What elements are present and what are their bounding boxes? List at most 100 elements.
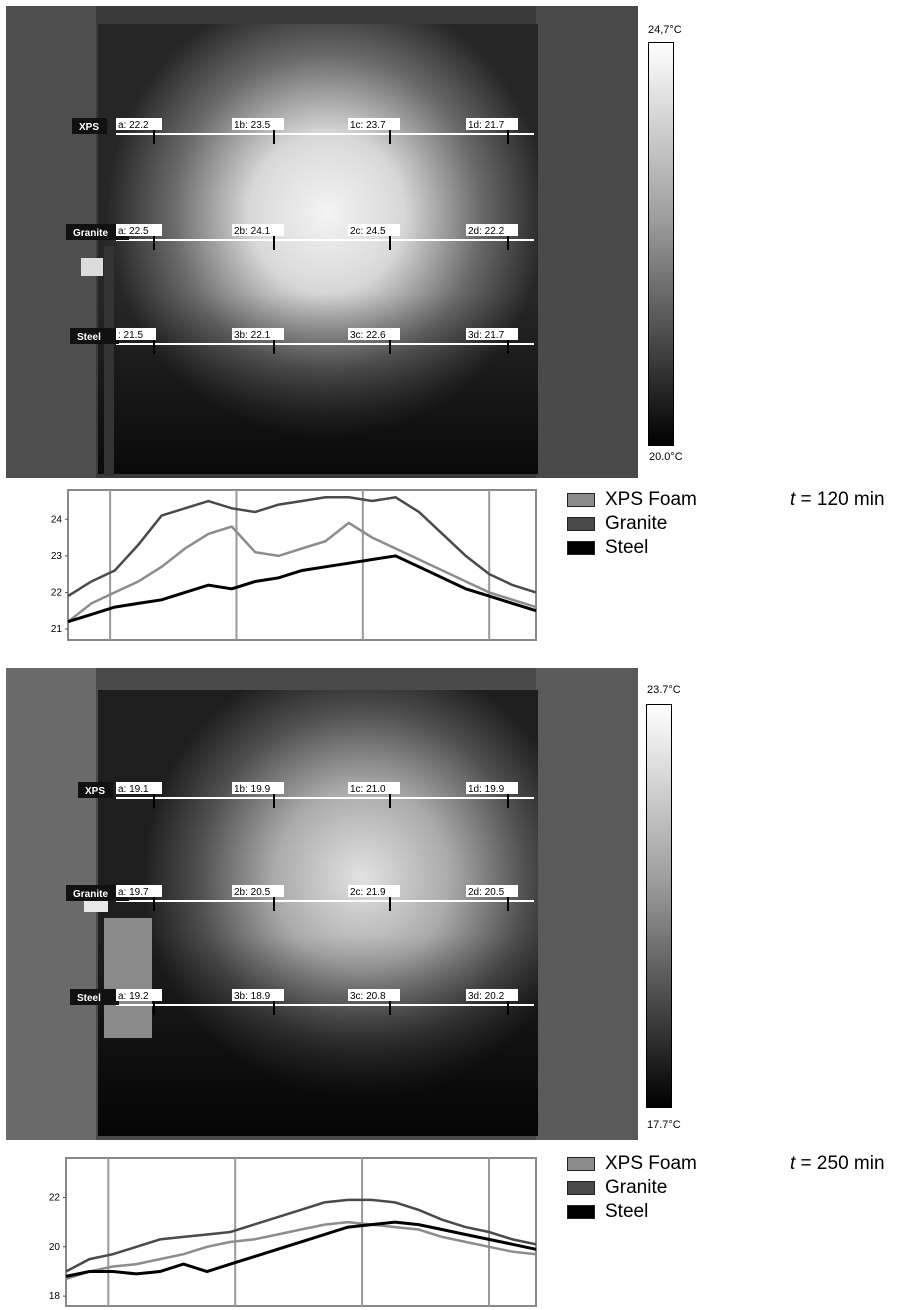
point-readout-box [232, 118, 284, 130]
point-readout: 2d: 22.2 [468, 226, 505, 237]
legend-xps-foam: XPS Foam [567, 1153, 697, 1175]
legend-label: Steel [605, 537, 649, 558]
point-readout-box [116, 224, 162, 236]
point-readout: 1c: 21.0 [350, 784, 386, 795]
color-scale-bar-t120 [648, 42, 674, 446]
point-readout: 3c: 22.6 [350, 330, 386, 341]
point-readout: a: 19.2 [118, 991, 149, 1002]
legend-steel: Steel [567, 1201, 648, 1223]
point-readout-box [348, 118, 400, 130]
thermal-image-t120: XPS a: 22.2 1b: 23.5 1c: 23.7 1d: 21.7 Granit… [6, 6, 638, 478]
legend-label: XPS Foam [605, 1153, 697, 1174]
point-readout-box [116, 118, 162, 130]
time-var: t [790, 1153, 796, 1174]
row-label-steel: Steel [77, 993, 101, 1004]
point-readout-box [232, 224, 284, 236]
point-readout: 3d: 20.2 [468, 991, 505, 1002]
color-scale-bar-t250 [646, 704, 672, 1108]
legend-granite: Granite [567, 1177, 667, 1199]
point-readout-box [348, 885, 400, 897]
point-readout: 1b: 23.5 [234, 120, 271, 131]
series-xps-foam [67, 521, 537, 623]
row-label-box [78, 782, 113, 798]
legend-swatch-steel [567, 541, 595, 555]
profile-chart-t250: 18 20 22 [49, 1157, 537, 1307]
point-readout-box [116, 885, 162, 897]
point-readout: 1b: 19.9 [234, 784, 271, 795]
point-readout: a: 19.1 [118, 784, 149, 795]
legend-label: Granite [605, 1177, 668, 1198]
point-readout: 2b: 24.1 [234, 226, 271, 237]
row-label-box [66, 224, 129, 240]
point-readout-box [232, 328, 284, 340]
point-readout: a: 19.7 [118, 887, 149, 898]
thermal-image-t250: XPS a: 19.1 1b: 19.9 1c: 21.0 1d: 19.9 Granit… [6, 668, 638, 1140]
row-label-steel: Steel [77, 332, 101, 343]
y-tick-label: 21 [51, 624, 63, 635]
point-readout: 2b: 20.5 [234, 887, 271, 898]
scale-max-label: 23.7°C [647, 684, 681, 696]
point-readout: 2d: 20.5 [468, 887, 505, 898]
point-readout-box [466, 782, 518, 794]
point-readout: 1d: 19.9 [468, 784, 505, 795]
series-granite [67, 495, 537, 598]
plot-frame [65, 1157, 537, 1307]
scale-min-label: 17.7°C [647, 1119, 681, 1131]
point-readout-box [466, 118, 518, 130]
point-readout: 3d: 21.7 [468, 330, 505, 341]
legend-label: Granite [605, 513, 668, 534]
point-readout-box [466, 885, 518, 897]
y-tick-label: 22 [51, 587, 63, 598]
point-readout-box [232, 989, 284, 1001]
legend-label: Steel [605, 1201, 649, 1222]
point-readout: a: 22.2 [118, 120, 149, 131]
y-tick-label: 22 [49, 1192, 61, 1203]
y-tick-label: 24 [51, 514, 63, 525]
point-readout-box [348, 328, 400, 340]
row-label-xps: XPS [79, 122, 99, 133]
series-granite [65, 1198, 537, 1273]
series-steel [65, 1220, 537, 1278]
row-label-xps: XPS [85, 786, 105, 797]
y-tick-label: 23 [51, 551, 63, 562]
point-readout: a: 22.5 [118, 226, 149, 237]
point-readout: 2c: 24.5 [350, 226, 386, 237]
point-readout-box [348, 782, 400, 794]
legend-xps-foam: XPS Foam [567, 489, 697, 511]
time-var: t [790, 489, 796, 510]
row-label-box [70, 989, 119, 1005]
time-label-t250: t = 250 min [790, 1153, 885, 1175]
point-readout-box [116, 989, 162, 1001]
time-value: = 250 min [795, 1153, 885, 1174]
point-readout: 2c: 21.9 [350, 887, 386, 898]
legend-label: XPS Foam [605, 489, 697, 510]
point-readout: 1d: 21.7 [468, 120, 505, 131]
series-steel [67, 554, 537, 624]
row-label-box [66, 885, 129, 901]
profile-chart-t120: 21 22 23 24 [51, 489, 537, 641]
row-label-granite: Granite [73, 228, 108, 239]
point-readout: 1c: 23.7 [350, 120, 386, 131]
point-readout-box [116, 328, 156, 340]
legend-swatch-steel [567, 1205, 595, 1219]
legend-swatch-xps [567, 493, 595, 507]
legend-swatch-xps [567, 1157, 595, 1171]
point-readout: 3c: 20.8 [350, 991, 386, 1002]
y-tick-label: 20 [49, 1242, 61, 1253]
point-readout-box [232, 782, 284, 794]
scale-min-label: 20.0°C [649, 451, 683, 463]
point-readout-box [466, 224, 518, 236]
legend-granite: Granite [567, 513, 667, 535]
point-readout: 3b: 18.9 [234, 991, 271, 1002]
legend-swatch-granite [567, 517, 595, 531]
series-xps-foam [65, 1220, 537, 1281]
point-readout: : 21.5 [118, 330, 143, 341]
point-readout-box [348, 989, 400, 1001]
time-value: = 120 min [795, 489, 885, 510]
y-tick-label: 18 [49, 1291, 61, 1302]
row-label-box [70, 328, 119, 344]
point-readout-box [348, 224, 400, 236]
plot-frame [67, 489, 537, 641]
point-readout-box [116, 782, 162, 794]
point-readout-box [466, 328, 518, 340]
